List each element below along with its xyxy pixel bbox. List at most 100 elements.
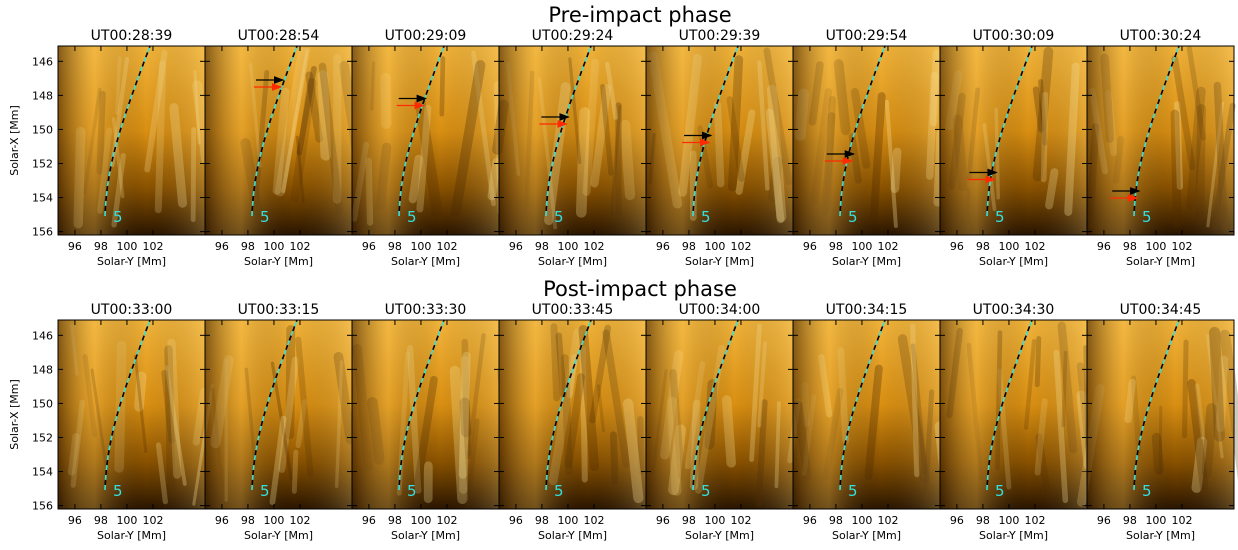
y-tick-label: 152 — [32, 431, 53, 444]
x-tick-label: 102 — [583, 240, 604, 253]
time-label: UT00:29:39 — [679, 28, 761, 44]
x-tick-label: 102 — [436, 514, 457, 527]
x-tick-label: 100 — [263, 514, 284, 527]
y-tick-label: 154 — [32, 466, 53, 479]
x-tick-label: 100 — [1145, 514, 1166, 527]
x-tick-label: 96 — [1097, 240, 1111, 253]
x-tick-label: 100 — [1145, 240, 1166, 253]
x-tick-label: 96 — [509, 514, 523, 527]
x-axis-label: Solar-Y [Mm] — [832, 255, 901, 268]
frame — [1086, 45, 1235, 236]
time-label: UT00:29:09 — [385, 28, 467, 44]
x-tick-label: 102 — [877, 240, 898, 253]
x-tick-label: 96 — [362, 240, 376, 253]
loop-label: 5 — [995, 208, 1005, 226]
x-tick-label: 102 — [1024, 240, 1045, 253]
x-tick-label: 102 — [1024, 514, 1045, 527]
loop-label: 5 — [701, 208, 711, 226]
x-tick-label: 100 — [263, 240, 284, 253]
x-tick-label: 98 — [682, 240, 696, 253]
y-tick-label: 146 — [32, 329, 53, 342]
y-tick-label: 154 — [32, 192, 53, 205]
shade — [646, 320, 793, 509]
panel: 5 UT00:30:09 96 98 100 102 Solar-Y [Mm] — [939, 28, 1111, 268]
loop-cyan — [104, 45, 151, 217]
x-tick-label: 100 — [998, 514, 1019, 527]
loop-black — [251, 319, 298, 491]
panel: 5 UT00:33:45 96 98 100 102 Solar-Y [Mm] — [498, 302, 647, 542]
loop-label: 5 — [1142, 208, 1152, 226]
y-tick-label: 148 — [32, 89, 53, 102]
shade — [940, 46, 1087, 235]
x-axis-label: Solar-Y [Mm] — [244, 529, 313, 542]
loop-label: 5 — [260, 482, 270, 500]
x-tick-label: 102 — [583, 514, 604, 527]
loop-cyan — [1133, 319, 1180, 491]
x-tick-label: 98 — [829, 514, 843, 527]
x-axis-label: Solar-Y [Mm] — [979, 255, 1048, 268]
x-axis-label: Solar-Y [Mm] — [97, 255, 166, 268]
x-tick-label: 100 — [557, 514, 578, 527]
x-tick-label: 102 — [289, 514, 310, 527]
x-tick-label: 98 — [976, 514, 990, 527]
x-tick-label: 102 — [436, 240, 457, 253]
panel: 5 UT00:34:30 96 98 100 102 Solar-Y [Mm] — [939, 302, 1097, 542]
panel: 5 UT00:34:00 96 98 100 102 Solar-Y [Mm] — [645, 302, 794, 542]
loop-cyan — [839, 319, 886, 491]
loop-black — [398, 45, 445, 217]
loop-label: 5 — [113, 482, 123, 500]
time-label: UT00:29:54 — [826, 28, 908, 44]
x-tick-label: 96 — [1097, 514, 1111, 527]
loop-label: 5 — [848, 208, 858, 226]
row-title: Post-impact phase — [543, 277, 737, 301]
x-tick-label: 98 — [388, 514, 402, 527]
x-axis-label: Solar-Y [Mm] — [685, 529, 754, 542]
x-tick-label: 96 — [215, 514, 229, 527]
y-tick-label: 148 — [32, 363, 53, 376]
x-tick-label: 100 — [851, 240, 872, 253]
y-tick-label: 156 — [32, 226, 53, 239]
panel: 5 UT00:34:45 96 98 100 102 Solar-Y [Mm] — [1076, 302, 1238, 542]
time-label: UT00:34:45 — [1120, 302, 1202, 318]
x-tick-label: 96 — [68, 240, 82, 253]
x-tick-label: 100 — [557, 240, 578, 253]
loop-black — [692, 45, 739, 217]
panel: 5 UT00:28:54 96 98 100 102 Solar-Y [Mm] — [204, 28, 368, 268]
loop-black — [104, 319, 151, 491]
shade — [58, 46, 205, 235]
x-tick-label: 96 — [656, 514, 670, 527]
shade — [58, 320, 205, 509]
time-label: UT00:34:15 — [826, 302, 908, 318]
x-axis-label: Solar-Y [Mm] — [538, 529, 607, 542]
loop-label: 5 — [701, 482, 711, 500]
time-label: UT00:33:45 — [532, 302, 614, 318]
panel: 5 UT00:33:00 96 98 100 102 146 148 150 152 154 156 S… — [8, 302, 208, 542]
loop-label: 5 — [407, 208, 417, 226]
row-title: Pre-impact phase — [548, 3, 731, 27]
y-tick-label: 150 — [32, 397, 53, 410]
loop-black — [398, 319, 445, 491]
shade — [205, 320, 352, 509]
y-tick-label: 146 — [32, 55, 53, 68]
x-tick-label: 96 — [803, 240, 817, 253]
x-tick-label: 98 — [94, 240, 108, 253]
time-label: UT00:30:09 — [973, 28, 1055, 44]
x-axis-label: Solar-Y [Mm] — [391, 255, 460, 268]
time-label: UT00:28:39 — [91, 28, 173, 44]
loop-cyan — [986, 319, 1033, 491]
time-label: UT00:34:30 — [973, 302, 1055, 318]
x-tick-label: 102 — [289, 240, 310, 253]
time-label: UT00:33:00 — [91, 302, 173, 318]
loop-cyan — [251, 319, 298, 491]
loop-cyan — [1133, 45, 1180, 217]
x-tick-label: 100 — [410, 240, 431, 253]
x-axis-label: Solar-Y [Mm] — [1126, 529, 1195, 542]
x-tick-label: 96 — [656, 240, 670, 253]
loop-label: 5 — [260, 208, 270, 226]
x-tick-label: 98 — [976, 240, 990, 253]
frame — [1086, 319, 1235, 510]
x-tick-label: 100 — [116, 240, 137, 253]
x-tick-label: 100 — [116, 514, 137, 527]
panel: 5 UT00:28:39 96 98 100 102 146 148 150 152 154 156 S… — [8, 28, 212, 268]
y-axis-label: Solar-X [Mm] — [8, 105, 21, 176]
